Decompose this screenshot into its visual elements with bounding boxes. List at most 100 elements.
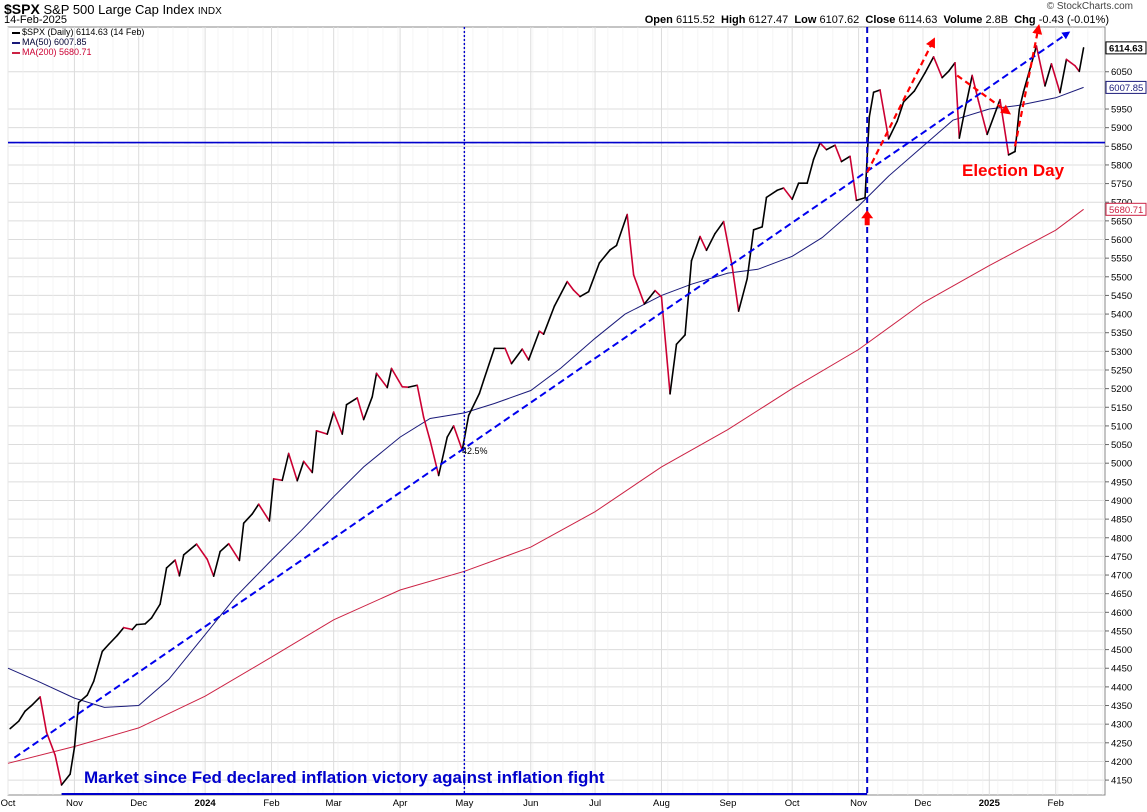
price-segment [932, 56, 943, 79]
y-tick-label: 4150 [1111, 776, 1132, 787]
close-value: 6114.63 [898, 14, 938, 26]
price-segment [947, 61, 956, 73]
x-tick-label: 2024 [195, 798, 217, 809]
price-segment [643, 289, 656, 305]
y-tick-label: 4350 [1111, 701, 1132, 712]
price-segment [538, 330, 545, 336]
price-segment [227, 542, 241, 562]
price-segment [9, 720, 20, 730]
market-caption: Market since Fed declared inflation vict… [84, 768, 605, 787]
price-segment [371, 372, 378, 398]
y-tick-label: 5000 [1111, 459, 1132, 470]
price-segment [654, 289, 663, 298]
price-segment [958, 115, 965, 139]
price-segment [572, 289, 581, 298]
y-tick-label: 5050 [1111, 440, 1132, 451]
price-segment [195, 543, 209, 561]
legend-price: $SPX (Daily) 6114.63 (14 Feb) [12, 27, 144, 37]
ma200-value-flag [1105, 202, 1147, 216]
price-segment [386, 367, 393, 389]
price-segment [287, 452, 299, 482]
y-tick-label: 5650 [1111, 216, 1132, 227]
price-segment [887, 120, 898, 140]
legend-price-text: $SPX (Daily) 6114.63 (14 Feb) [22, 27, 145, 37]
reference-lines [8, 27, 1105, 795]
y-tick-label: 6050 [1111, 67, 1132, 78]
x-tick-label: Aug [653, 798, 670, 809]
election-day-label: Election Day [962, 161, 1065, 180]
price-segment [553, 280, 569, 308]
high-value: 6127.47 [748, 14, 789, 26]
price-segment [834, 144, 843, 163]
y-tick-label: 4600 [1111, 608, 1132, 619]
price-segment [1065, 58, 1076, 67]
price-segment [268, 478, 275, 522]
price-segment [675, 334, 686, 346]
legend-ma50: MA(50) 6007.85 [12, 37, 87, 47]
price-segment [182, 543, 198, 556]
price-segment [699, 235, 708, 252]
x-tick-label: Sep [719, 798, 736, 809]
y-tick-label: 4550 [1111, 626, 1132, 637]
price-segment [144, 617, 153, 625]
price-segment [1074, 64, 1081, 73]
price-segment [566, 280, 575, 292]
price-segment [178, 554, 185, 577]
price-segment [238, 522, 245, 562]
plot-area [7, 26, 1106, 796]
price-segment [1018, 90, 1025, 111]
x-tick-label: Jun [523, 798, 538, 809]
x-tick-label: Nov [66, 798, 83, 809]
price-segment [116, 626, 125, 637]
price-segment [840, 155, 851, 163]
price-segment [737, 277, 748, 312]
ma50-value-label: 6007.85 [1109, 83, 1143, 94]
red-trendline [956, 74, 1012, 115]
price-segment [941, 70, 950, 79]
price-segment [311, 429, 318, 474]
price-segment [776, 187, 785, 192]
y-tick-label: 5400 [1111, 310, 1132, 321]
index-name: S&P 500 Large Cap Index [43, 2, 195, 17]
y-tick-label: 5800 [1111, 160, 1132, 171]
x-tick-label: 2025 [979, 798, 1001, 809]
price-segment [92, 650, 104, 683]
price-segment [122, 626, 134, 631]
price-segment [626, 213, 635, 276]
y-tick-label: 5450 [1111, 291, 1132, 302]
price-segment [902, 90, 916, 103]
legend-ma50-text: MA(50) 6007.85 [22, 37, 87, 47]
price-segment [332, 411, 344, 435]
chg-label: Chg [1014, 14, 1036, 26]
price-segment [1007, 150, 1016, 156]
price-segment [731, 265, 740, 312]
legend-swatch-ma200 [12, 51, 20, 54]
price-segment [812, 142, 821, 161]
price-segment [705, 232, 716, 252]
price-segment [913, 72, 926, 92]
price-segment [579, 290, 590, 298]
price-segment [362, 396, 374, 421]
x-tick-label: Oct [1, 798, 16, 809]
price-segment [791, 182, 800, 201]
price-segment [1050, 63, 1061, 94]
price-segment [86, 680, 95, 696]
legend-ma200-text: MA(200) 5680.71 [22, 47, 92, 57]
x-tick-label: Oct [785, 798, 800, 809]
low-label: Low [794, 14, 817, 26]
y-tick-label: 4900 [1111, 496, 1132, 507]
price-segment [684, 259, 693, 336]
price-segment [746, 229, 755, 280]
open-value: 6115.52 [675, 14, 715, 26]
legend-ma200: MA(200) 5680.71 [12, 47, 92, 57]
price-segment [356, 397, 365, 421]
price-segment [174, 559, 181, 577]
price-segment [416, 384, 425, 419]
price-segment [632, 274, 646, 305]
price-value-label: 6114.63 [1109, 43, 1143, 54]
price-segment [17, 710, 26, 722]
price-segment [437, 436, 449, 477]
price-value-flag [1105, 41, 1147, 55]
y-tick-label: 5200 [1111, 384, 1132, 395]
